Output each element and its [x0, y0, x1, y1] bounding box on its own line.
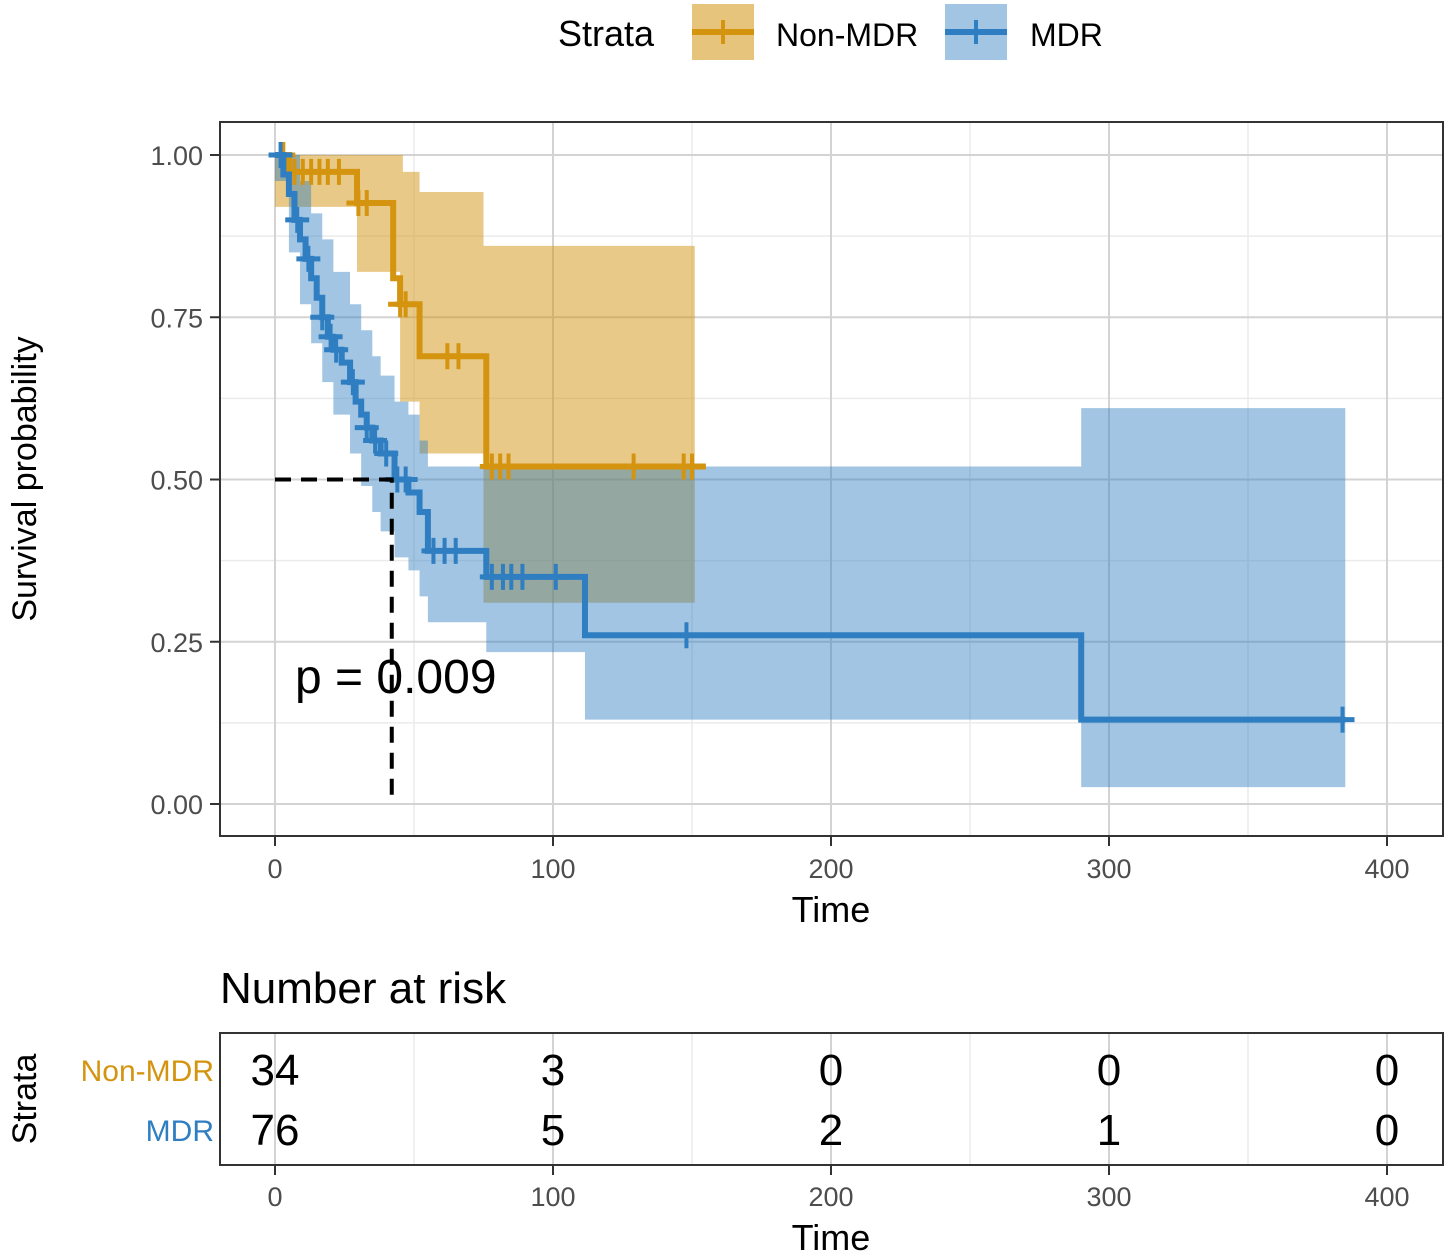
- axes: 0 100 200 300 400 0.00 0.25 0.50 0.75 1.00: [150, 141, 1409, 884]
- median-dashed-line: [275, 477, 394, 804]
- risk-row-label: MDR: [146, 1115, 214, 1148]
- legend-title: Strata: [558, 13, 655, 54]
- legend-label-mdr: MDR: [1030, 17, 1103, 53]
- p-value-annotation: p = 0.009: [295, 651, 497, 704]
- risk-x-tick-label: 300: [1086, 1182, 1131, 1212]
- risk-count: 0: [819, 1046, 843, 1095]
- x-tick-label: 0: [267, 854, 282, 884]
- y-tick-label: 1.00: [150, 141, 203, 171]
- risk-table-border: [219, 1032, 1444, 1166]
- x-tick-label: 400: [1364, 854, 1409, 884]
- risk-count: 0: [1097, 1046, 1121, 1095]
- survival-curves: [268, 142, 1355, 733]
- risk-count: 76: [251, 1106, 300, 1155]
- risk-x-tick-label: 200: [808, 1182, 853, 1212]
- legend: Strata Non-MDR MDR: [558, 4, 1103, 60]
- risk-count: 5: [541, 1106, 565, 1155]
- risk-x-tick-label: 0: [267, 1182, 282, 1212]
- legend-label-non-mdr: Non-MDR: [776, 17, 918, 53]
- risk-count: 2: [819, 1106, 843, 1155]
- risk-count: 0: [1375, 1106, 1399, 1155]
- risk-count: 34: [251, 1046, 300, 1095]
- x-tick-label: 200: [808, 854, 853, 884]
- risk-count: 1: [1097, 1106, 1121, 1155]
- risk-table-grid: 0 100 200 300 400: [267, 1033, 1410, 1212]
- risk-row-label: Non-MDR: [81, 1055, 214, 1088]
- risk-count: 0: [1375, 1046, 1399, 1095]
- y-tick-label: 0.25: [150, 628, 203, 658]
- y-axis-title: Survival probability: [6, 336, 44, 621]
- x-tick-label: 100: [530, 854, 575, 884]
- ci-band-mdr: [275, 155, 1346, 788]
- risk-x-tick-label: 400: [1364, 1182, 1409, 1212]
- x-tick-label: 300: [1086, 854, 1131, 884]
- risk-x-title: Time: [792, 1217, 871, 1257]
- risk-table-title: Number at risk: [220, 964, 507, 1013]
- risk-x-tick-label: 100: [530, 1182, 575, 1212]
- y-tick-label: 0.50: [150, 466, 203, 496]
- risk-table: Non-MDR 34 3 0 0 0 MDR 76 5 2 1 0: [81, 1046, 1400, 1155]
- risk-count: 3: [541, 1046, 565, 1095]
- y-tick-label: 0.00: [150, 790, 203, 820]
- x-axis-title: Time: [792, 889, 871, 930]
- y-tick-label: 0.75: [150, 303, 203, 333]
- median-lines: [275, 477, 394, 804]
- risk-y-title: Strata: [6, 1054, 44, 1145]
